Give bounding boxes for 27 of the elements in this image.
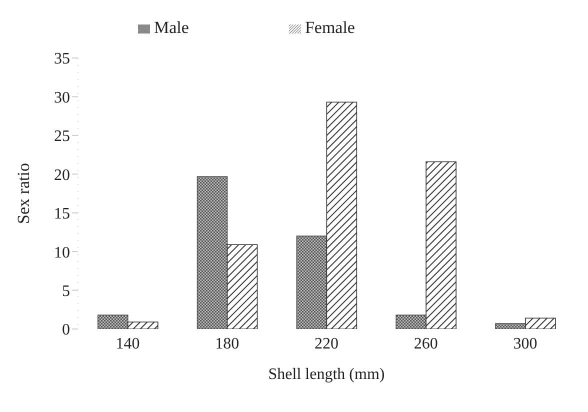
y-tick-label: 0 xyxy=(62,322,70,339)
bar xyxy=(97,314,128,329)
y-axis-title: Sex ratio xyxy=(14,163,34,224)
bar xyxy=(396,314,426,329)
x-tick-label: 260 xyxy=(414,335,438,352)
y-tick-label: 35 xyxy=(54,50,70,68)
y-tick-label: 30 xyxy=(54,89,70,106)
bar xyxy=(196,176,228,329)
y-tick-label: 25 xyxy=(54,128,70,146)
x-tick-label: 180 xyxy=(215,335,240,352)
x-tick-label: 140 xyxy=(116,335,140,352)
y-tick-label: 10 xyxy=(54,244,70,262)
x-axis-title: Shell length (mm) xyxy=(268,366,385,383)
bar xyxy=(326,102,358,329)
bar xyxy=(426,161,456,329)
y-tick-label: 20 xyxy=(54,166,70,184)
bar xyxy=(495,323,526,329)
bar xyxy=(296,236,328,329)
bar xyxy=(226,244,258,329)
x-tick-label: 300 xyxy=(513,335,538,352)
legend-label: Male xyxy=(154,18,189,37)
y-tick-label: 5 xyxy=(62,282,70,300)
bar xyxy=(127,322,158,329)
bar xyxy=(525,318,556,329)
y-tick-label: 15 xyxy=(54,206,70,223)
x-tick-label: 220 xyxy=(314,335,338,352)
legend-label: Female xyxy=(304,18,355,37)
